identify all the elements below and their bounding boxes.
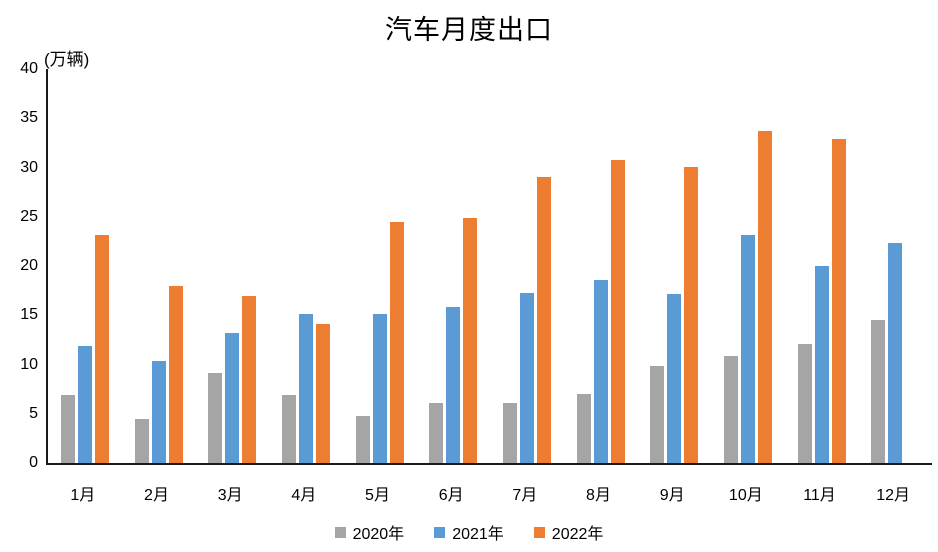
- legend-swatch-icon: [434, 526, 446, 538]
- bar-2021年-8月: [593, 279, 608, 463]
- bar-2020年-5月: [355, 415, 370, 463]
- x-axis-tick-label: 6月: [438, 487, 464, 504]
- y-axis-tick-label: 15: [20, 306, 38, 324]
- y-axis-tick-label: 20: [20, 257, 38, 274]
- y-axis-tick-label: 5: [29, 404, 38, 422]
- x-axis-tick-label: 7月: [512, 487, 538, 504]
- legend-label: 2020年: [352, 526, 405, 543]
- bar-2020年-2月: [134, 418, 149, 463]
- x-axis-tick-label: 1月: [70, 487, 96, 504]
- bar-2022年-9月: [684, 166, 699, 463]
- bar-2020年-9月: [650, 366, 665, 463]
- legend-item-2020年: 2020年: [334, 520, 405, 544]
- bar-2022年-8月: [610, 159, 625, 463]
- bar-2021年-11月: [814, 266, 829, 463]
- bar-2022年-3月: [242, 295, 257, 463]
- legend-label: 2022年: [551, 526, 604, 543]
- plot-area: [46, 69, 932, 465]
- y-axis-tick-label: 35: [20, 109, 38, 127]
- bar-2020年-3月: [208, 373, 223, 463]
- bar-2020年-6月: [429, 402, 444, 463]
- bar-2020年-1月: [60, 395, 75, 463]
- bar-2021年-5月: [372, 314, 387, 463]
- bar-2022年-4月: [315, 324, 330, 463]
- x-axis-tick-label: 9月: [659, 487, 685, 504]
- x-axis-tick-label: 11月: [803, 487, 836, 504]
- bar-2022年-11月: [831, 138, 846, 463]
- y-axis-unit-label: (万辆): [44, 50, 90, 69]
- bar-2020年-11月: [797, 343, 812, 463]
- x-axis-tick-label: 12月: [876, 487, 911, 504]
- bar-2020年-4月: [281, 395, 296, 463]
- bar-2020年-10月: [723, 355, 738, 463]
- bar-2020年-7月: [502, 402, 517, 463]
- x-axis-tick-label: 8月: [586, 487, 611, 504]
- bar-2022年-1月: [94, 235, 109, 463]
- bar-2022年-10月: [757, 131, 772, 463]
- bar-2021年-2月: [151, 360, 166, 463]
- x-axis-tick-label: 3月: [217, 487, 243, 504]
- x-axis-tick-label: 4月: [291, 487, 317, 504]
- chart-title: 汽车月度出口: [385, 15, 553, 45]
- legend-item-2022年: 2022年: [533, 520, 604, 544]
- bar-2021年-7月: [519, 292, 534, 463]
- bar-2021年-12月: [888, 243, 903, 463]
- legend-label: 2021年: [452, 526, 504, 543]
- bar-2022年-6月: [463, 217, 478, 463]
- bar-2022年-5月: [389, 221, 404, 463]
- bar-2021年-9月: [667, 293, 682, 463]
- bar-2021年-6月: [446, 307, 461, 463]
- bar-2021年-10月: [740, 235, 755, 463]
- y-axis-tick-label: 25: [20, 207, 38, 225]
- legend-item-2021年: 2021年: [434, 520, 504, 544]
- bar-2020年-12月: [871, 320, 886, 463]
- bar-2022年-2月: [168, 285, 183, 463]
- y-axis-tick-label: 0: [29, 454, 38, 471]
- y-axis-tick-label: 30: [20, 158, 38, 176]
- bar-2021年-1月: [77, 345, 92, 463]
- bar-2020年-8月: [576, 394, 591, 463]
- legend-swatch-icon: [533, 526, 545, 538]
- y-axis-tick-label: 10: [20, 355, 38, 373]
- x-axis-tick-label: 10月: [728, 487, 763, 504]
- legend-swatch-icon: [334, 526, 346, 538]
- x-axis-tick-label: 5月: [365, 487, 390, 504]
- legend: 2020年 2021年 2022年: [0, 520, 938, 544]
- bar-2021年-3月: [225, 332, 240, 463]
- y-axis-tick-label: 40: [20, 60, 38, 77]
- x-axis-tick-label: 2月: [144, 487, 169, 504]
- bar-2022年-7月: [536, 177, 551, 463]
- bar-2021年-4月: [298, 314, 313, 463]
